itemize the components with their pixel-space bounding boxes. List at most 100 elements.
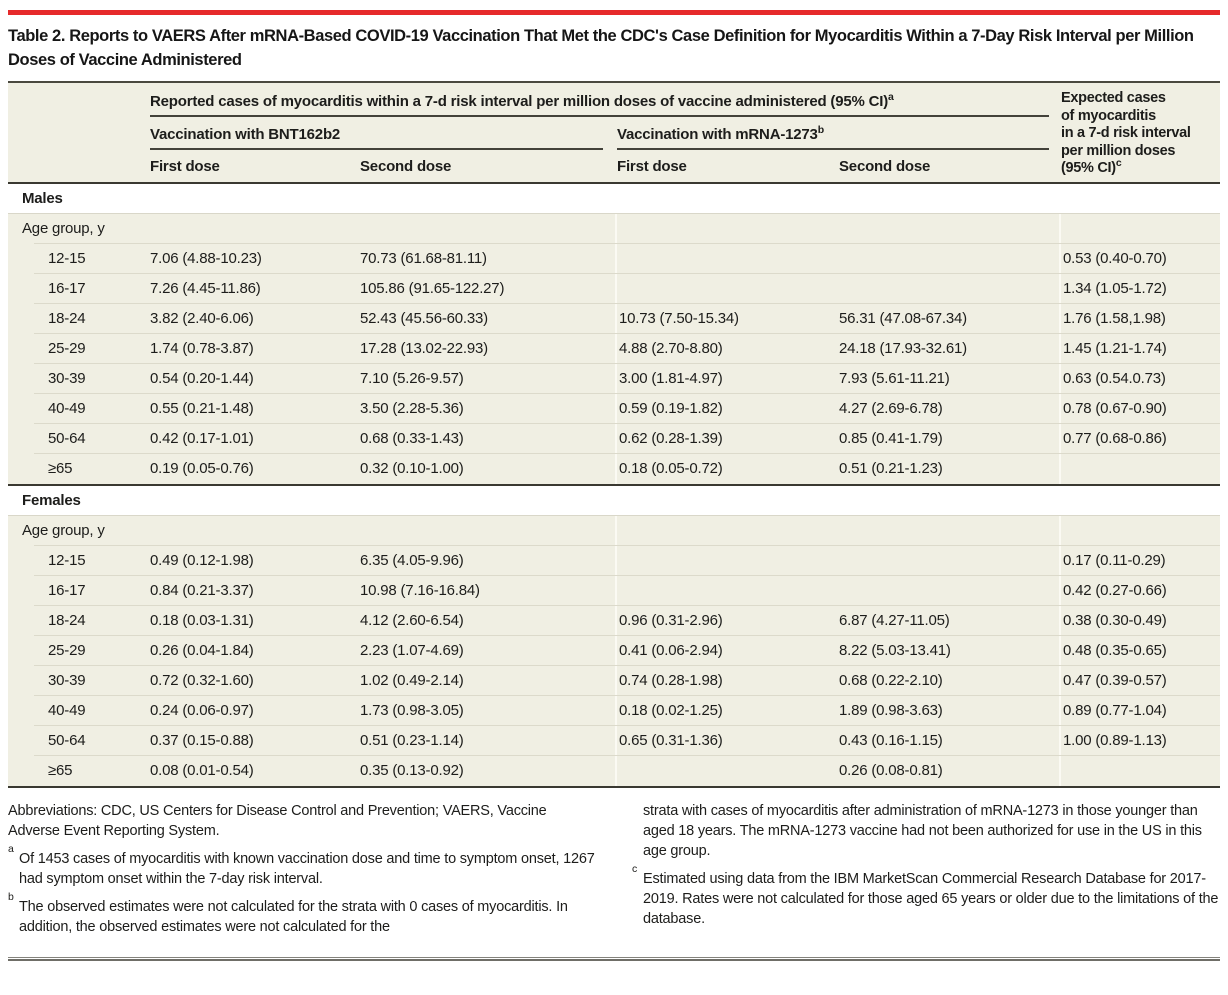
mrna1273-second-dose-cell: 0.85 (0.41-1.79) [839, 430, 943, 447]
bnt162b2-second-dose-cell: 1.73 (0.98-3.05) [360, 702, 464, 719]
mrna1273-first-dose-cell: 0.41 (0.06-2.94) [615, 636, 839, 666]
expected-cases-cell: 0.78 (0.67-0.90) [1059, 394, 1220, 424]
mrna1273-first-dose-cell [615, 274, 839, 304]
section-label-males: Males [8, 184, 1220, 214]
figure-bottom-rule [8, 957, 1220, 961]
age-cell: 30-39 [48, 370, 86, 387]
age-cell: 40-49 [48, 702, 86, 719]
bnt162b2-second-dose-cell: 17.28 (13.02-22.93) [360, 340, 488, 357]
age-cell: 25-29 [48, 642, 86, 659]
expected-header-line: Expected cases [1061, 90, 1166, 106]
table-row-males-18-24: 18-24 3.82 (2.40-6.06) 52.43 (45.56-60.33)… [8, 304, 1220, 334]
bnt162b2-first-dose-cell: 0.37 (0.15-0.88) [150, 732, 254, 749]
mrna1273-first-dose-cell: 0.74 (0.28-1.98) [615, 666, 839, 696]
footnote-b: b The observed estimates were not calcula… [8, 891, 568, 935]
table-row-females-30-39: 30-39 0.72 (0.32-1.60) 1.02 (0.49-2.14) 0.7… [8, 666, 1220, 696]
mrna1273-second-dose-cell: 0.51 (0.21-1.23) [839, 460, 943, 477]
bnt162b2-second-dose-cell: 0.51 (0.23-1.14) [360, 732, 464, 749]
vaers-myocarditis-table: Reported cases of myocarditis within a 7… [8, 81, 1220, 788]
age-cell: 12-15 [48, 552, 86, 569]
mrna1273-second-dose-cell: 6.87 (4.27-11.05) [839, 612, 950, 629]
age-cell: 50-64 [48, 732, 86, 749]
mrna1273-second-dose-cell: 0.68 (0.22-2.10) [839, 672, 943, 689]
mrna1273-first-dose-cell: 0.62 (0.28-1.39) [615, 424, 839, 454]
bnt162b2-first-dose-cell: 0.72 (0.32-1.60) [150, 672, 254, 689]
table-row-males-30-39: 30-39 0.54 (0.20-1.44) 7.10 (5.26-9.57) 3.0… [8, 364, 1220, 394]
table-row-males-16-17: 16-17 7.26 (4.45-11.86) 105.86 (91.65-122.… [8, 274, 1220, 304]
bnt162b2-first-dose-cell: 0.42 (0.17-1.01) [150, 430, 254, 447]
bnt162b2-first-dose-cell: 0.54 (0.20-1.44) [150, 370, 254, 387]
group-header-mrna1273-text: Vaccination with mRNA-1273 [617, 126, 818, 143]
empty-cell [615, 516, 839, 546]
age-cell: ≥65 [48, 762, 73, 779]
empty-cell [360, 516, 617, 546]
mrna1273-second-dose-cell [839, 546, 1061, 576]
age-cell: 16-17 [48, 582, 86, 599]
table-body: Males Age group, y 12-15 7.06 (4.88-10.23) 7… [8, 184, 1220, 786]
table-header: Reported cases of myocarditis within a 7… [8, 83, 1220, 184]
footnote-b-continuation: strata with cases of myocarditis after a… [643, 803, 1202, 859]
bnt162b2-first-dose-cell: 0.19 (0.05-0.76) [150, 460, 254, 477]
bnt162b2-first-dose-cell: 1.74 (0.78-3.87) [150, 340, 254, 357]
age-group-subheader-label: Age group, y [22, 522, 105, 539]
expected-cases-cell: 0.17 (0.11-0.29) [1059, 546, 1220, 576]
footnote-a: a Of 1453 cases of myocarditis with known… [8, 843, 595, 887]
mrna1273-first-dose-cell: 4.88 (2.70-8.80) [615, 334, 839, 364]
expected-header-line: per million doses [1061, 142, 1176, 159]
bnt162b2-first-dose-cell: 0.24 (0.06-0.97) [150, 702, 254, 719]
bnt162b2-second-dose-cell: 3.50 (2.28-5.36) [360, 400, 464, 417]
column-header-mrna-second-dose: Second dose [839, 158, 931, 175]
age-cell: 12-15 [48, 250, 86, 267]
expected-cases-cell: 1.00 (0.89-1.13) [1059, 726, 1220, 756]
table-row-females-16-17: 16-17 0.84 (0.21-3.37) 10.98 (7.16-16.84) 0… [8, 576, 1220, 606]
bnt162b2-second-dose-cell: 70.73 (61.68-81.11) [360, 250, 487, 267]
table-row-females-12-15: 12-15 0.49 (0.12-1.98) 6.35 (4.05-9.96) 0.1… [8, 546, 1220, 576]
footnotes-right-column: strata with cases of myocarditis after a… [632, 801, 1220, 945]
age-group-subheader-label: Age group, y [22, 220, 105, 237]
mrna1273-first-dose-cell: 0.18 (0.02-1.25) [615, 696, 839, 726]
expected-cases-cell: 0.89 (0.77-1.04) [1059, 696, 1220, 726]
mrna1273-second-dose-cell: 7.93 (5.61-11.21) [839, 370, 950, 387]
expected-cases-cell: 0.38 (0.30-0.49) [1059, 606, 1220, 636]
mrna1273-first-dose-cell: 3.00 (1.81-4.97) [615, 364, 839, 394]
bnt162b2-first-dose-cell: 0.55 (0.21-1.48) [150, 400, 254, 417]
age-cell: 18-24 [48, 310, 86, 327]
bnt162b2-first-dose-cell: 7.26 (4.45-11.86) [150, 280, 261, 297]
spanner-text: Reported cases of myocarditis within a 7… [150, 93, 888, 110]
age-cell: ≥65 [48, 460, 73, 477]
footnote-b-text: The observed estimates were not calculat… [19, 899, 568, 935]
empty-cell [150, 214, 360, 244]
table-row-males-50-64: 50-64 0.42 (0.17-1.01) 0.68 (0.33-1.43) 0.6… [8, 424, 1220, 454]
empty-cell [615, 214, 839, 244]
age-cell: 16-17 [48, 280, 86, 297]
expected-header-line-last: (95% CI)c [1061, 158, 1220, 178]
age-group-subheader-row: Age group, y [8, 516, 1220, 546]
bnt162b2-second-dose-cell: 4.12 (2.60-6.54) [360, 612, 464, 629]
accent-bar [8, 10, 1220, 15]
mrna1273-first-dose-cell: 0.18 (0.05-0.72) [615, 454, 839, 484]
table-title: Table 2. Reports to VAERS After mRNA-Bas… [8, 27, 1194, 69]
mrna1273-first-dose-cell [615, 756, 839, 786]
empty-cell [150, 516, 360, 546]
footnotes: Abbreviations: CDC, US Centers for Disea… [8, 801, 1220, 945]
group-header-bnt162b2: Vaccination with BNT162b2 [150, 117, 603, 150]
mrna1273-second-dose-cell [839, 576, 1061, 606]
bnt162b2-second-dose-cell: 52.43 (45.56-60.33) [360, 310, 488, 327]
bnt162b2-second-dose-cell: 10.98 (7.16-16.84) [360, 582, 480, 599]
mrna1273-second-dose-cell: 56.31 (47.08-67.34) [839, 310, 967, 327]
table-row-females-25-29: 25-29 0.26 (0.04-1.84) 2.23 (1.07-4.69) 0.4… [8, 636, 1220, 666]
column-header-mrna-first-dose: First dose [617, 158, 687, 175]
spanning-column-header: Reported cases of myocarditis within a 7… [150, 83, 1049, 117]
empty-cell [360, 214, 617, 244]
footnote-marker-b-ref: b [817, 124, 824, 136]
table-row-females-≥65: ≥65 0.08 (0.01-0.54) 0.35 (0.13-0.92) 0.26 … [8, 756, 1220, 786]
mrna1273-first-dose-cell [615, 576, 839, 606]
expected-cases-cell [1059, 454, 1220, 484]
bnt162b2-second-dose-cell: 2.23 (1.07-4.69) [360, 642, 464, 659]
expected-cases-cell: 1.76 (1.58,1.98) [1059, 304, 1220, 334]
bnt162b2-second-dose-cell: 105.86 (91.65-122.27) [360, 280, 505, 297]
mrna1273-first-dose-cell [615, 244, 839, 274]
expected-header-ci: (95% CI) [1061, 160, 1116, 176]
mrna1273-second-dose-cell [839, 244, 1061, 274]
column-header-bnt-second-dose: Second dose [360, 158, 452, 175]
